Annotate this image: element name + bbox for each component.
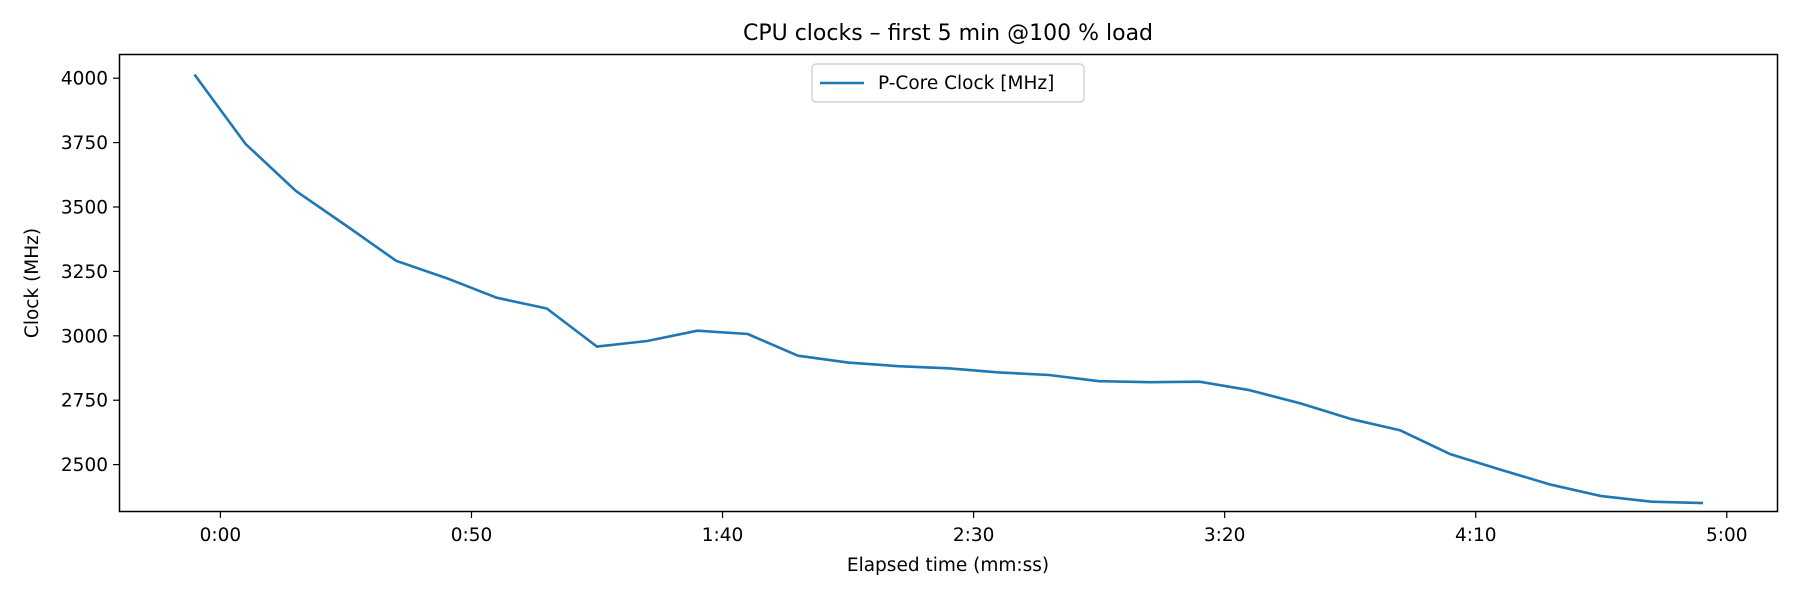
x-tick-label: 0:00 — [200, 525, 242, 546]
y-tick-label: 2500 — [61, 455, 108, 476]
legend-box — [811, 63, 1085, 103]
x-tick-label: 3:20 — [1204, 525, 1246, 546]
plot-frame — [118, 53, 1779, 513]
x-axis-label: Elapsed time (mm:ss) — [847, 555, 1049, 576]
y-axis-label: Clock (MHz) — [22, 228, 43, 338]
chart-title: CPU clocks – first 5 min @100 % load — [743, 21, 1153, 46]
legend-label: P-Core Clock [MHz] — [878, 73, 1054, 94]
x-tick-label: 0:50 — [451, 525, 493, 546]
x-tick-label: 5:00 — [1706, 525, 1748, 546]
y-axis: 2500 2750 3000 3250 3500 3750 4000 — [61, 69, 120, 476]
y-tick-label: 4000 — [61, 69, 108, 90]
x-tick-label: 4:10 — [1455, 525, 1497, 546]
y-tick-label: 3000 — [61, 326, 108, 347]
y-tick-label: 3250 — [61, 262, 108, 283]
plot-lines — [193, 73, 1704, 505]
x-tick-label: 2:30 — [953, 525, 995, 546]
series-line-0 — [193, 73, 1704, 505]
y-tick-label: 3750 — [61, 133, 108, 154]
y-tick-label: 3500 — [61, 198, 108, 219]
y-tick-label: 2750 — [61, 391, 108, 412]
x-tick-label: 1:40 — [702, 525, 744, 546]
legend: P-Core Clock [MHz] — [811, 63, 1085, 103]
x-axis: 0:00 0:50 1:40 2:30 3:20 4:10 5:00 — [200, 511, 1748, 546]
